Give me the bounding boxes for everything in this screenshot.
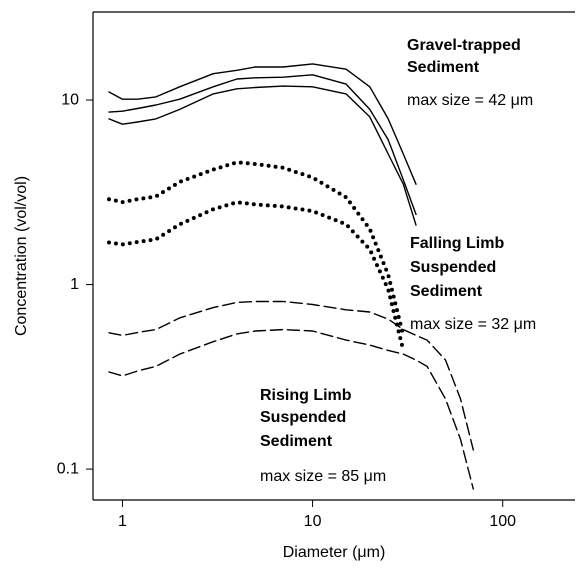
y-tick-label: 10 [61, 91, 79, 108]
annotation: Suspended [260, 409, 346, 426]
annotation: Sediment [407, 59, 480, 76]
series-line [108, 74, 417, 216]
annotation: Sediment [410, 283, 483, 300]
y-axis-label: Concentration (vol/vol) [13, 176, 30, 336]
y-tick-label: 1 [70, 276, 79, 293]
series-line [107, 200, 406, 353]
series-line [107, 160, 406, 338]
annotation: Rising Limb [260, 387, 352, 404]
annotation: Gravel-trapped [407, 37, 521, 54]
x-tick-label: 10 [304, 513, 322, 530]
series-line [108, 63, 417, 185]
x-tick-label: 100 [489, 513, 516, 530]
annotation: Falling Limb [410, 235, 504, 252]
y-tick-label: 0.1 [57, 460, 79, 477]
series-line [108, 328, 474, 490]
x-axis-label: Diameter (μm) [283, 544, 386, 561]
series-line [108, 300, 474, 451]
annotation: max size = 32 μm [410, 316, 536, 333]
series-line [108, 85, 417, 226]
annotation: max size = 42 μm [407, 92, 533, 109]
x-tick-label: 1 [118, 513, 127, 530]
annotation: max size = 85 μm [260, 468, 386, 485]
annotation: Sediment [260, 433, 333, 450]
annotation: Suspended [410, 259, 496, 276]
